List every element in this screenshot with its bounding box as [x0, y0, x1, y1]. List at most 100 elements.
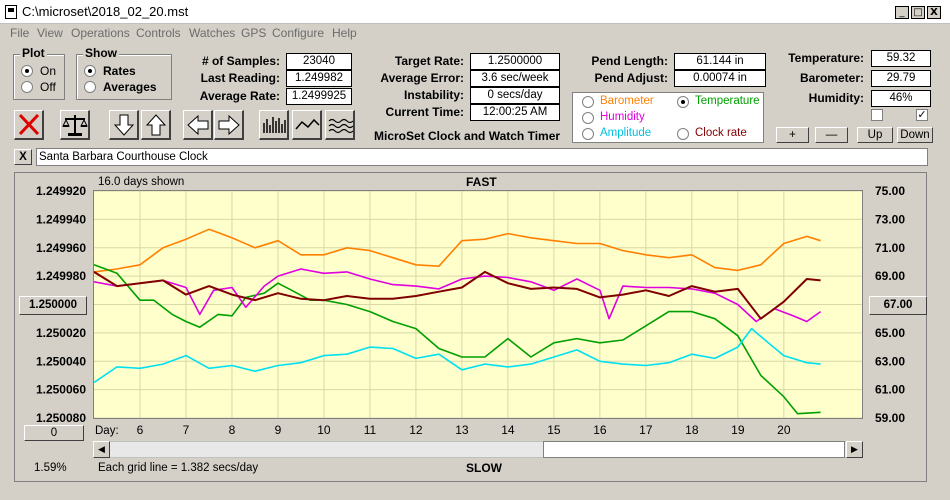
- average-rate-field: 1.2499925: [286, 88, 352, 105]
- scroll-thumb[interactable]: [543, 441, 845, 458]
- average-error-field: 3.6 sec/week: [470, 70, 560, 87]
- show-rates-radio[interactable]: [84, 65, 96, 77]
- temperature-radio[interactable]: [677, 96, 689, 108]
- humidity-label: Humidity:: [808, 91, 864, 105]
- menu-gps[interactable]: GPS: [241, 26, 267, 40]
- arrow-right-icon: [218, 114, 240, 136]
- minimize-button[interactable]: _: [895, 6, 909, 19]
- pend-length-field[interactable]: 61.144 in: [674, 53, 766, 70]
- series-line-4: [93, 270, 821, 320]
- plot-off-label: Off: [40, 80, 56, 94]
- series-line-1: [93, 264, 821, 415]
- x-tick-label: 16: [593, 423, 607, 437]
- zero-button[interactable]: 0: [24, 425, 84, 441]
- center-rate-button[interactable]: 1.250000: [19, 296, 87, 315]
- y-left-tick-label: 1.249960: [36, 241, 86, 255]
- day-axis-label: Day:: [95, 425, 119, 437]
- scroll-up-button[interactable]: Up: [857, 127, 893, 143]
- down-button[interactable]: [109, 110, 139, 140]
- menu-view[interactable]: View: [37, 26, 63, 40]
- stop-button[interactable]: [14, 110, 44, 140]
- humidity-option-label: Humidity: [600, 111, 645, 123]
- menu-bar: File View Operations Controls Watches GP…: [0, 24, 950, 42]
- arrow-left-icon: [187, 114, 209, 136]
- menu-operations[interactable]: Operations: [71, 26, 130, 40]
- x-tick-label: 13: [455, 423, 469, 437]
- zoom-out-button[interactable]: —: [815, 127, 848, 143]
- series-line-3: [93, 327, 821, 384]
- x-tick-label: 15: [547, 423, 561, 437]
- right-checkbox[interactable]: ✓: [916, 109, 928, 121]
- wave-button[interactable]: [325, 110, 355, 140]
- instability-label: Instability:: [403, 88, 464, 102]
- y-right-tick-label: 71.00: [875, 241, 905, 255]
- barometer-radio[interactable]: [582, 96, 594, 108]
- menu-watches[interactable]: Watches: [189, 26, 236, 40]
- sensor-selector: [572, 92, 764, 143]
- y-left-tick-label: 1.250020: [36, 326, 86, 340]
- y-left-tick-label: 1.249920: [36, 184, 86, 198]
- amplitude-option-label: Amplitude: [600, 127, 652, 139]
- line-graph-button[interactable]: [292, 110, 322, 140]
- last-reading-label: Last Reading:: [200, 71, 280, 85]
- y-right-tick-label: 61.00: [875, 383, 905, 397]
- show-group-title: Show: [83, 46, 119, 60]
- zoom-in-button[interactable]: +: [776, 127, 809, 143]
- scroll-left-button[interactable]: ◀: [93, 441, 110, 458]
- last-reading-field: 1.249982: [286, 70, 352, 87]
- title-bar: C:\microset\2018_02_20.mst _ □ X: [0, 0, 950, 24]
- x-tick-label: 8: [229, 423, 236, 437]
- plot-on-label: On: [40, 64, 57, 78]
- series-line-2: [93, 268, 822, 323]
- y-left-tick-label: 1.250040: [36, 354, 86, 368]
- plot-on-radio[interactable]: [21, 65, 33, 77]
- close-button[interactable]: X: [927, 6, 941, 19]
- scroll-right-button[interactable]: ▶: [846, 441, 863, 458]
- scroll-down-button[interactable]: Down: [897, 127, 933, 143]
- y-right-tick-label: 63.00: [875, 354, 905, 368]
- amplitude-radio[interactable]: [582, 128, 594, 140]
- menu-file[interactable]: File: [10, 26, 30, 40]
- menu-configure[interactable]: Configure: [272, 26, 325, 40]
- series-line-0: [93, 228, 821, 273]
- window-title: C:\microset\2018_02_20.mst: [22, 4, 189, 19]
- barometer-option-label: Barometer: [600, 95, 654, 107]
- menu-controls[interactable]: Controls: [136, 26, 181, 40]
- app-subtitle: MicroSet Clock and Watch Timer: [374, 129, 561, 143]
- stop-icon: [18, 113, 40, 136]
- target-rate-field[interactable]: 1.2500000: [470, 53, 560, 70]
- balance-button[interactable]: [60, 110, 90, 140]
- temperature-option-label: Temperature: [695, 95, 760, 107]
- clock-rate-option-label: Clock rate: [695, 127, 747, 139]
- center-temp-button[interactable]: 67.00: [869, 296, 927, 315]
- instability-field: 0 secs/day: [470, 87, 560, 104]
- histogram-button[interactable]: [259, 110, 289, 140]
- left-checkbox[interactable]: [871, 109, 883, 121]
- maximize-button[interactable]: □: [911, 6, 925, 19]
- x-tick-label: 7: [183, 423, 190, 437]
- humidity-radio[interactable]: [582, 112, 594, 124]
- clock-close-button[interactable]: X: [14, 149, 32, 165]
- pend-adjust-field: 0.00074 in: [674, 70, 766, 87]
- right-button[interactable]: [214, 110, 244, 140]
- plot-off-radio[interactable]: [21, 81, 33, 93]
- show-averages-radio[interactable]: [84, 81, 96, 93]
- temperature-field: 59.32: [871, 50, 931, 67]
- left-button[interactable]: [183, 110, 213, 140]
- plot-group-title: Plot: [20, 46, 47, 60]
- clock-rate-radio[interactable]: [677, 128, 689, 140]
- y-right-tick-label: 65.00: [875, 326, 905, 340]
- show-averages-label: Averages: [103, 80, 157, 94]
- menu-help[interactable]: Help: [332, 26, 357, 40]
- current-time-field: 12:00:25 AM: [470, 104, 560, 121]
- x-tick-label: 12: [409, 423, 423, 437]
- y-right-tick-label: 73.00: [875, 212, 905, 226]
- days-shown-label: 16.0 days shown: [98, 176, 185, 188]
- chart-svg: [93, 190, 862, 419]
- app-icon[interactable]: [5, 5, 17, 19]
- clock-name-field[interactable]: Santa Barbara Courthouse Clock: [36, 148, 928, 166]
- up-button[interactable]: [141, 110, 171, 140]
- target-rate-label: Target Rate:: [394, 54, 464, 68]
- y-left-tick-label: 1.250080: [36, 411, 86, 425]
